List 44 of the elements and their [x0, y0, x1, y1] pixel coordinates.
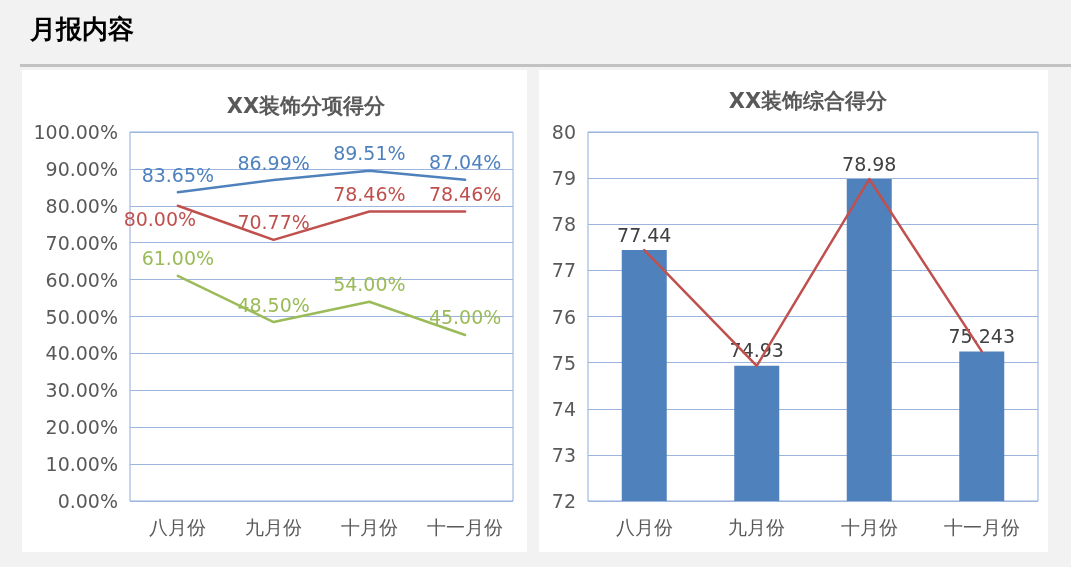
y-tick-label: 60.00%: [45, 268, 118, 291]
y-tick-label: 73: [551, 443, 576, 466]
x-tick-label: 九月份: [728, 515, 786, 538]
data-label: 83.65%: [141, 163, 215, 186]
x-tick-label: 十月份: [340, 515, 398, 538]
data-label: 78.46%: [428, 182, 502, 205]
chart-title: XX装饰分项得分: [226, 93, 387, 118]
y-tick-label: 72: [551, 490, 576, 512]
y-tick-label: 0.00%: [57, 490, 118, 512]
data-label: 54.00%: [333, 273, 406, 296]
y-tick-label: 100.00%: [33, 121, 118, 143]
data-label: 78.46%: [333, 182, 406, 205]
data-label: 87.04%: [428, 151, 502, 174]
y-tick-label: 74: [551, 397, 576, 420]
y-tick-label: 79: [551, 167, 576, 190]
data-label: 78.98: [842, 152, 897, 175]
y-tick-label: 77: [551, 259, 576, 282]
x-tick-label: 十一月份: [427, 515, 504, 538]
y-tick-label: 78: [551, 213, 576, 236]
y-tick-label: 90.00%: [45, 157, 118, 180]
y-tick-label: 20.00%: [45, 416, 118, 439]
y-tick-label: 50.00%: [45, 305, 118, 328]
data-label: 80.00%: [123, 208, 197, 231]
y-tick-label: 30.00%: [45, 379, 118, 402]
x-tick-label: 八月份: [615, 515, 673, 538]
data-label: 48.50%: [237, 293, 310, 316]
x-tick-label: 九月份: [245, 515, 303, 538]
data-label: 70.77%: [237, 211, 310, 234]
data-label: 61.00%: [141, 247, 215, 270]
data-label: 77.44: [617, 223, 672, 246]
data-label: 86.99%: [237, 151, 310, 174]
x-tick-label: 十一月份: [943, 515, 1020, 538]
chart-title: XX装饰综合得分: [728, 88, 889, 113]
y-tick-label: 40.00%: [45, 342, 118, 365]
y-tick-label: 80.00%: [45, 194, 118, 217]
y-tick-label: 10.00%: [45, 453, 118, 476]
text: 月报内容: [30, 13, 134, 46]
y-tick-label: 75: [551, 351, 576, 374]
y-tick-label: 76: [551, 305, 576, 328]
data-label: 89.51%: [333, 142, 406, 165]
y-tick-label: 70.00%: [45, 231, 118, 254]
x-tick-label: 十月份: [840, 515, 898, 538]
x-tick-label: 八月份: [149, 515, 207, 538]
y-tick-label: 80: [551, 121, 576, 143]
